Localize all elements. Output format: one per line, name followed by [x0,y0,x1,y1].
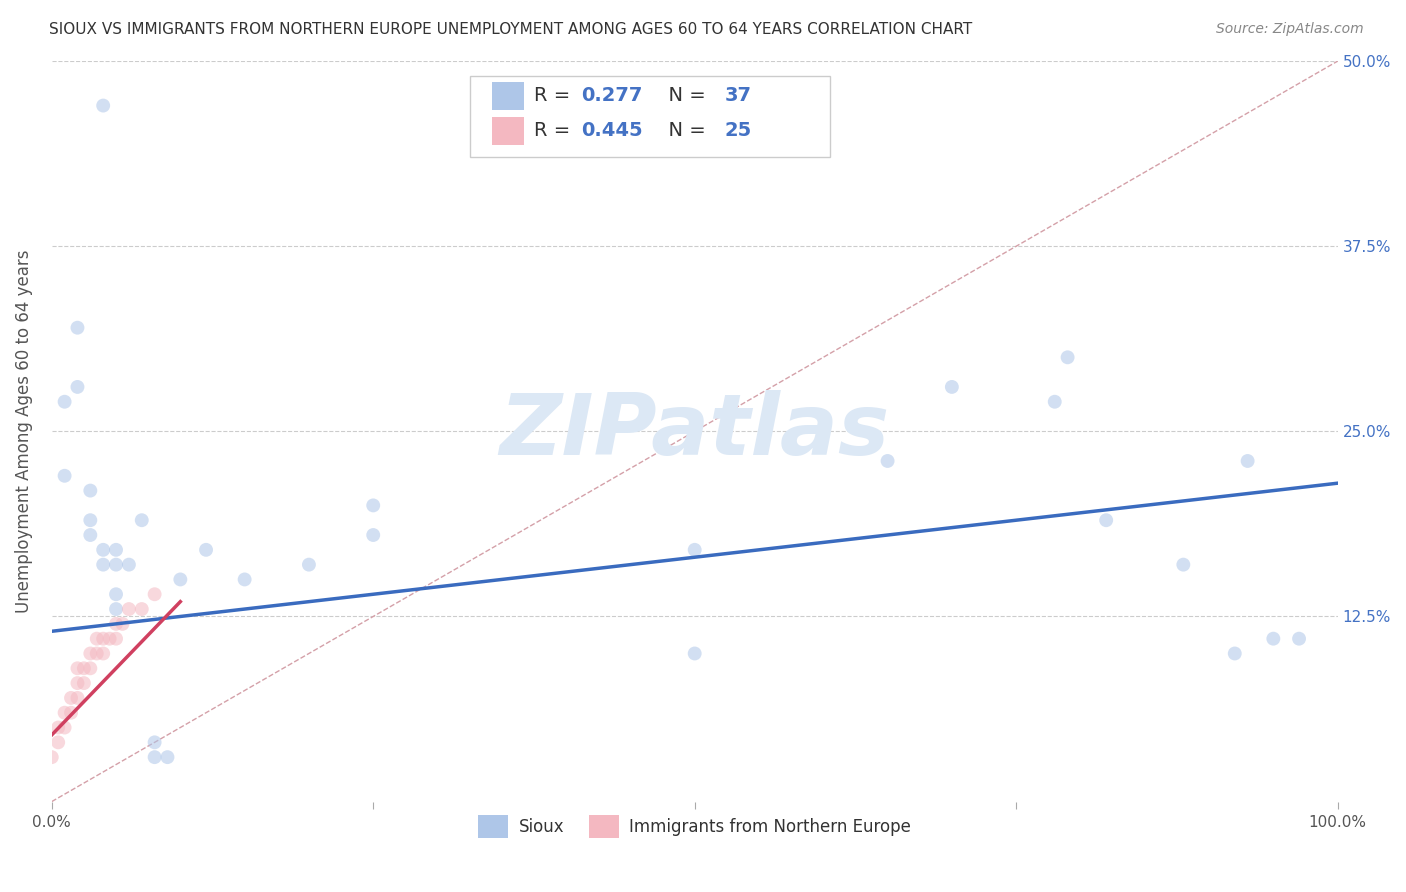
Point [143,735,166,749]
FancyBboxPatch shape [492,82,523,110]
Point [105,558,128,572]
Point [53,394,76,409]
Point [66,661,89,675]
Point [169,573,191,587]
Point [53,468,76,483]
Point [91,647,114,661]
Point [105,616,128,631]
FancyBboxPatch shape [492,117,523,145]
Point [91,98,114,112]
Legend: Sioux, Immigrants from Northern Europe: Sioux, Immigrants from Northern Europe [472,808,918,845]
Point [79,528,101,542]
Point [683,647,706,661]
Point [1223,647,1246,661]
Point [46,735,69,749]
Text: R =: R = [534,87,576,105]
Text: 25: 25 [724,121,752,140]
Text: 0.445: 0.445 [582,121,643,140]
Point [1095,513,1118,527]
Point [86,632,108,646]
FancyBboxPatch shape [470,76,830,157]
Point [66,690,89,705]
Point [156,750,179,764]
Point [60,690,83,705]
Point [66,320,89,334]
Point [143,587,166,601]
Point [1288,632,1310,646]
Point [73,676,96,690]
Point [98,632,121,646]
Point [876,454,898,468]
Point [195,542,218,557]
Point [46,721,69,735]
Point [131,602,153,616]
Point [105,542,128,557]
Y-axis label: Unemployment Among Ages 60 to 64 years: Unemployment Among Ages 60 to 64 years [15,250,32,613]
Point [73,661,96,675]
Point [66,676,89,690]
Point [91,558,114,572]
Text: SIOUX VS IMMIGRANTS FROM NORTHERN EUROPE UNEMPLOYMENT AMONG AGES 60 TO 64 YEARS : SIOUX VS IMMIGRANTS FROM NORTHERN EUROPE… [49,22,973,37]
Point [118,602,141,616]
Point [41,750,63,764]
Text: 0.277: 0.277 [582,87,643,105]
Point [86,647,108,661]
Point [1263,632,1285,646]
Text: Source: ZipAtlas.com: Source: ZipAtlas.com [1216,22,1364,37]
Point [111,616,134,631]
Point [91,632,114,646]
Point [131,513,153,527]
Point [361,528,384,542]
Point [105,632,128,646]
Point [118,558,141,572]
Point [53,706,76,720]
Point [79,483,101,498]
Point [1173,558,1195,572]
Point [66,380,89,394]
Point [60,706,83,720]
Point [79,661,101,675]
Point [298,558,321,572]
Text: R =: R = [534,121,576,140]
Point [1043,394,1066,409]
Point [53,721,76,735]
Point [1056,351,1078,365]
Point [105,587,128,601]
Point [143,750,166,764]
Point [79,513,101,527]
Point [1236,454,1258,468]
Point [233,573,256,587]
Point [683,542,706,557]
Text: 37: 37 [724,87,751,105]
Point [91,542,114,557]
Text: N =: N = [657,87,711,105]
Point [79,647,101,661]
Text: ZIPatlas: ZIPatlas [499,390,890,473]
Point [361,499,384,513]
Text: N =: N = [657,121,711,140]
Point [105,602,128,616]
Point [941,380,963,394]
